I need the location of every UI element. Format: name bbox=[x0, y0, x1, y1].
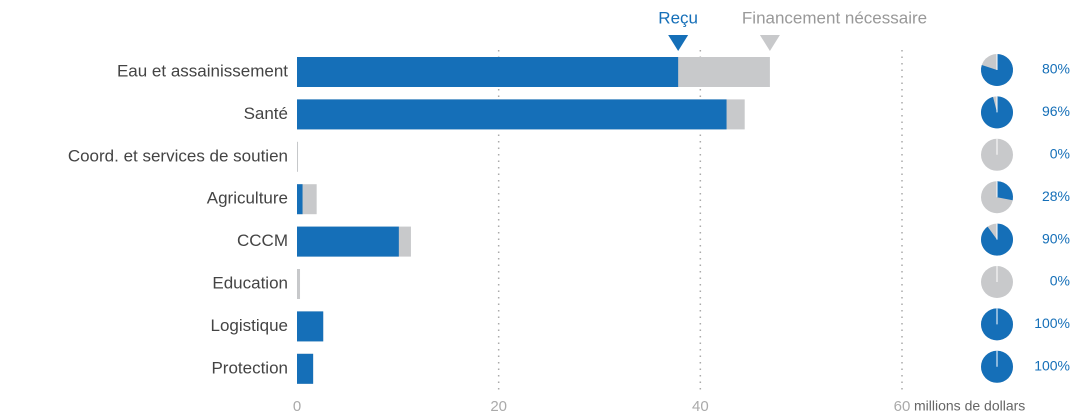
x-tick-label: 60 bbox=[894, 398, 911, 415]
pie-slice bbox=[997, 181, 1014, 201]
category-label: Protection bbox=[211, 358, 288, 377]
percent-label: 100% bbox=[1034, 315, 1070, 331]
category-label: CCCM bbox=[237, 231, 288, 250]
bar bbox=[297, 141, 299, 172]
category-label: Logistique bbox=[210, 316, 288, 335]
percent-label: 0% bbox=[1050, 146, 1070, 162]
category-label: Eau et assainissement bbox=[117, 61, 288, 80]
x-tick-label: 0 bbox=[293, 398, 301, 415]
bar bbox=[297, 311, 324, 342]
percent-label: 96% bbox=[1042, 103, 1070, 119]
category-label: Santé bbox=[244, 104, 288, 123]
percent-label: 0% bbox=[1050, 273, 1070, 289]
bar bbox=[297, 226, 399, 257]
category-label: Coord. et services de soutien bbox=[68, 146, 288, 165]
bar bbox=[297, 184, 303, 215]
bar bbox=[297, 99, 727, 130]
legend-label: Reçu bbox=[658, 8, 698, 27]
bar bbox=[297, 269, 301, 299]
category-label: Agriculture bbox=[207, 189, 288, 208]
legend-label: Financement nécessaire bbox=[742, 8, 927, 27]
x-axis-label: millions de dollars bbox=[914, 398, 1025, 414]
percent-label: 100% bbox=[1034, 358, 1070, 374]
bar bbox=[297, 57, 679, 87]
legend-marker bbox=[759, 35, 780, 51]
bar bbox=[297, 353, 314, 384]
category-label: Education bbox=[212, 273, 288, 292]
percent-label: 90% bbox=[1042, 230, 1070, 246]
x-tick-label: 40 bbox=[692, 398, 709, 415]
legend-marker bbox=[668, 35, 689, 51]
percent-label: 28% bbox=[1042, 188, 1070, 204]
x-tick-label: 20 bbox=[490, 398, 507, 415]
percent-label: 80% bbox=[1042, 61, 1070, 77]
